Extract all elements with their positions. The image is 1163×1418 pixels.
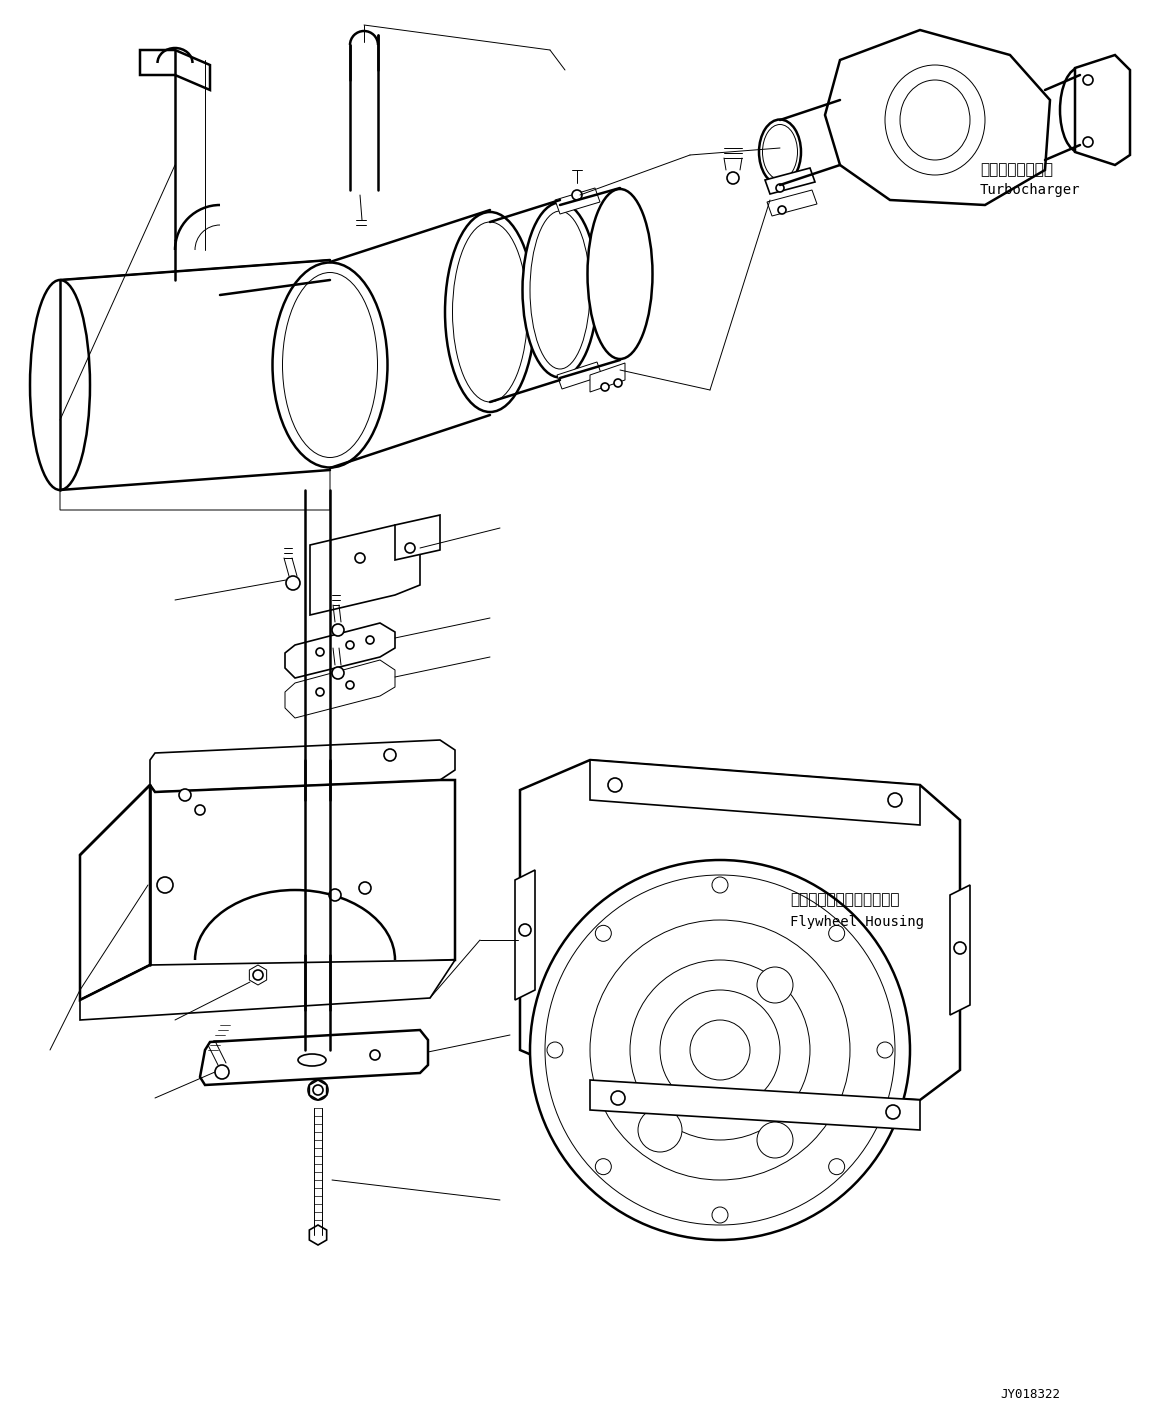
Circle shape (712, 876, 728, 893)
Circle shape (366, 637, 374, 644)
Circle shape (286, 576, 300, 590)
Ellipse shape (759, 119, 801, 184)
Polygon shape (150, 740, 455, 793)
Polygon shape (765, 167, 815, 194)
Text: Turbocharger: Turbocharger (980, 183, 1080, 197)
Polygon shape (60, 259, 330, 279)
Text: ターボチャージャ: ターボチャージャ (980, 163, 1053, 177)
Polygon shape (60, 259, 330, 510)
Circle shape (179, 788, 191, 801)
Circle shape (886, 1105, 900, 1119)
Polygon shape (590, 760, 920, 825)
Ellipse shape (522, 203, 598, 377)
Circle shape (308, 1081, 328, 1100)
Circle shape (601, 383, 609, 391)
Polygon shape (555, 189, 600, 214)
Circle shape (313, 1085, 323, 1095)
Polygon shape (520, 760, 959, 1100)
Polygon shape (249, 966, 266, 986)
Ellipse shape (1059, 68, 1100, 153)
Polygon shape (590, 1081, 920, 1130)
Circle shape (877, 1042, 893, 1058)
Circle shape (608, 778, 622, 793)
Polygon shape (285, 623, 395, 678)
Ellipse shape (530, 859, 909, 1239)
Polygon shape (557, 362, 602, 389)
Polygon shape (768, 190, 816, 216)
Ellipse shape (587, 189, 652, 359)
Circle shape (547, 1042, 563, 1058)
Polygon shape (825, 30, 1050, 206)
Polygon shape (140, 50, 211, 89)
Circle shape (712, 1207, 728, 1222)
Circle shape (757, 1122, 793, 1159)
Circle shape (316, 648, 324, 657)
Polygon shape (1075, 55, 1130, 164)
Ellipse shape (272, 262, 387, 468)
Polygon shape (311, 525, 420, 615)
Circle shape (405, 543, 415, 553)
Circle shape (727, 172, 739, 184)
Text: JY018322: JY018322 (1000, 1388, 1059, 1401)
Circle shape (359, 882, 371, 893)
Polygon shape (150, 780, 455, 971)
Circle shape (316, 688, 324, 696)
Polygon shape (80, 960, 455, 1020)
Text: フライホイールハウジング: フライホイールハウジング (790, 892, 899, 908)
Circle shape (355, 553, 365, 563)
Circle shape (776, 184, 784, 191)
Circle shape (614, 379, 622, 387)
Circle shape (331, 624, 344, 637)
Polygon shape (309, 1225, 327, 1245)
Circle shape (572, 190, 582, 200)
Circle shape (254, 970, 263, 980)
Circle shape (595, 926, 612, 942)
Circle shape (250, 967, 266, 983)
Circle shape (331, 666, 344, 679)
Circle shape (829, 1159, 844, 1174)
Polygon shape (309, 1081, 327, 1100)
Circle shape (889, 793, 902, 807)
Polygon shape (285, 659, 395, 718)
Circle shape (519, 925, 531, 936)
Circle shape (195, 805, 205, 815)
Circle shape (638, 1107, 682, 1151)
Circle shape (757, 967, 793, 1003)
Circle shape (215, 1065, 229, 1079)
Circle shape (347, 641, 354, 649)
Circle shape (384, 749, 395, 761)
Polygon shape (395, 515, 440, 560)
Polygon shape (200, 1029, 428, 1085)
Polygon shape (515, 871, 535, 1000)
Circle shape (370, 1049, 380, 1061)
Ellipse shape (30, 279, 90, 491)
Circle shape (954, 942, 966, 954)
Circle shape (157, 876, 173, 893)
Circle shape (329, 889, 341, 900)
Circle shape (347, 681, 354, 689)
Circle shape (829, 926, 844, 942)
Circle shape (1083, 138, 1093, 147)
Text: Flywheel Housing: Flywheel Housing (790, 915, 923, 929)
Polygon shape (590, 363, 625, 391)
Circle shape (778, 206, 786, 214)
Ellipse shape (445, 213, 535, 413)
Circle shape (595, 1159, 612, 1174)
Polygon shape (950, 885, 970, 1015)
Polygon shape (80, 786, 150, 1000)
Circle shape (611, 1090, 625, 1105)
Circle shape (1083, 75, 1093, 85)
